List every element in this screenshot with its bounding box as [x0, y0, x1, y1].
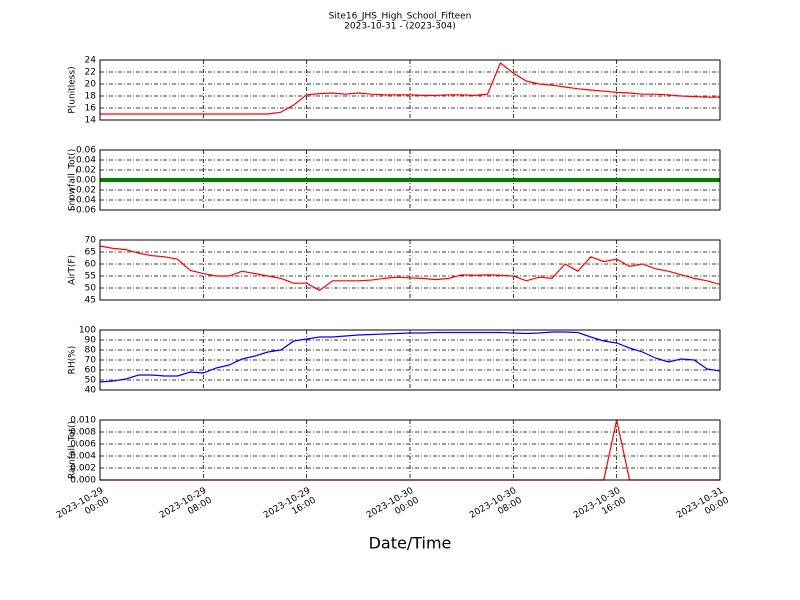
y-tick-label: 60	[85, 260, 97, 270]
plot-frame	[99, 239, 721, 301]
y-tick-label: 0.006	[70, 440, 96, 450]
y-tick-label: 45	[85, 296, 96, 306]
y-tick-label: 0.004	[70, 452, 96, 462]
data-line	[99, 245, 721, 292]
plot-frame	[99, 59, 721, 121]
y-tick-label: 65	[85, 248, 96, 258]
y-tick-label: 50	[85, 376, 97, 386]
data-line	[99, 331, 721, 383]
y-tick-label: 0.008	[70, 428, 96, 438]
y-tick-label: 40	[85, 386, 97, 396]
y-tick-label: 20	[85, 80, 97, 90]
y-tick-label: 70	[85, 356, 97, 366]
chart-title: Site16_JHS_High_School_Fifteen	[329, 12, 472, 22]
y-tick-label: −0.02	[68, 186, 96, 196]
data-line	[100, 62, 720, 115]
y-tick-label: 100	[79, 326, 96, 336]
y-tick-label: 22	[85, 68, 96, 78]
y-tick-label: 16	[85, 104, 97, 114]
y-tick-label: 90	[85, 336, 97, 346]
y-tick-label: 0.04	[76, 156, 96, 166]
y-tick-label: 0.002	[70, 464, 96, 474]
y-tick-label: 0.06	[76, 146, 96, 156]
y-tick-label: 18	[85, 92, 97, 102]
plot-frame	[99, 419, 721, 481]
y-tick-label: 0.000	[70, 476, 96, 486]
plot-frame	[99, 329, 721, 391]
y-tick-label: 50	[85, 284, 97, 294]
y-axis-label: RH(%)	[68, 346, 78, 375]
plot-frame	[99, 149, 721, 211]
y-tick-label: 0.010	[70, 416, 96, 426]
y-tick-label: −0.04	[68, 196, 96, 206]
y-axis-label: Snowfall_Tot()	[68, 149, 78, 212]
x-axis-label: Date/Time	[369, 534, 452, 553]
y-tick-label: 24	[85, 56, 97, 66]
y-axis-label: P(unitless)	[68, 66, 78, 113]
y-tick-label: −0.06	[68, 206, 96, 216]
y-tick-label: 0.00	[76, 176, 96, 186]
y-tick-label: 55	[85, 272, 96, 282]
y-tick-label: 70	[85, 236, 97, 246]
y-tick-label: 60	[85, 366, 97, 376]
y-tick-label: 14	[85, 116, 97, 126]
y-tick-label: 0.02	[76, 166, 96, 176]
y-axis-label: AirT(F)	[68, 255, 78, 285]
chart-subtitle: 2023-10-31 - (2023-304)	[344, 22, 456, 32]
y-tick-label: 80	[85, 346, 97, 356]
y-axis-label: Rainfall_Tot()	[68, 421, 78, 479]
